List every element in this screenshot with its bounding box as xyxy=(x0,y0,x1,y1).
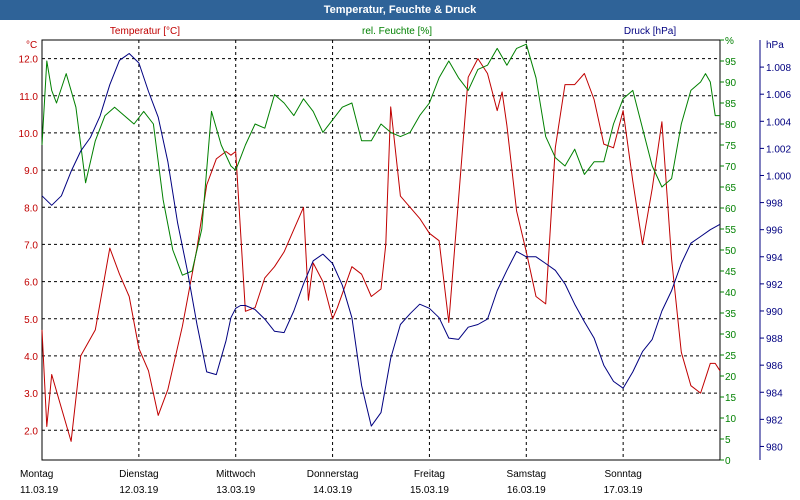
humidity-tick-label: 75 xyxy=(725,141,737,152)
temperature-axis-title: Temperatur [°C] xyxy=(110,26,180,37)
plot-area xyxy=(41,39,721,461)
humidity-tick-label: 5 xyxy=(725,435,731,446)
pressure-tick-label: 992 xyxy=(766,280,783,291)
pressure-tick-label: 1.000 xyxy=(766,171,791,182)
x-tick-day-label: Mittwoch xyxy=(216,469,255,480)
humidity-tick-label: 90 xyxy=(725,78,737,89)
humidity-tick-label: 0 xyxy=(725,456,731,467)
x-tick-date-label: 17.03.19 xyxy=(604,485,643,496)
pressure-tick-label: 1.004 xyxy=(766,117,791,128)
x-tick-day-label: Dienstag xyxy=(119,469,158,480)
humidity-tick-label: 20 xyxy=(725,372,737,383)
pressure-tick-label: 988 xyxy=(766,334,783,345)
humidity-tick-label: 70 xyxy=(725,162,737,173)
humidity-tick-label: 65 xyxy=(725,183,737,194)
temperature-tick-label: 4.0 xyxy=(24,352,38,363)
temperature-tick-label: 7.0 xyxy=(24,240,38,251)
temperature-tick-label: 12.0 xyxy=(19,55,39,66)
pressure-tick-label: 1.006 xyxy=(766,90,791,101)
temperature-tick-label: 9.0 xyxy=(24,166,38,177)
pressure-tick-label: 980 xyxy=(766,442,783,453)
x-tick-date-label: 15.03.19 xyxy=(410,485,449,496)
weather-chart: 2.0 3.0 4.0 5.0 6.0 7.0 8.0 9.0 10.0 11.0 12.0 0 5 1… xyxy=(19,26,792,496)
temperature-axis: 2.0 3.0 4.0 5.0 6.0 7.0 8.0 9.0 10.0 11.0 12.0 xyxy=(19,55,39,438)
pressure-tick-label: 996 xyxy=(766,226,783,237)
humidity-tick-label: 40 xyxy=(725,288,737,299)
humidity-axis-title: rel. Feuchte [%] xyxy=(362,26,432,37)
series-line-pressure xyxy=(41,53,721,427)
pressure-unit-label: hPa xyxy=(766,40,784,51)
humidity-tick-label: 60 xyxy=(725,204,737,215)
humidity-tick-label: % xyxy=(725,36,734,47)
humidity-tick-label: 10 xyxy=(725,414,737,425)
humidity-tick-label: 45 xyxy=(725,267,737,278)
chart-title: Temperatur, Feuchte & Druck xyxy=(0,0,800,20)
temperature-tick-label: 2.0 xyxy=(24,426,38,437)
humidity-tick-label: 50 xyxy=(725,246,737,257)
pressure-tick-label: 1.008 xyxy=(766,63,791,74)
x-tick-date-label: 13.03.19 xyxy=(216,485,255,496)
pressure-tick-label: 994 xyxy=(766,253,783,264)
pressure-tick-label: 986 xyxy=(766,361,783,372)
humidity-tick-label: 95 xyxy=(725,57,737,68)
x-axis: Montag 11.03.19 Dienstag 12.03.19 Mittwoch 13… xyxy=(20,469,643,496)
x-tick-day-label: Donnerstag xyxy=(307,469,359,480)
humidity-tick-label: 25 xyxy=(725,351,737,362)
x-tick-day-label: Sonntag xyxy=(605,469,642,480)
pressure-axis: 980 982 984 986 988 990 992 994 996 998 1.000 1.002… xyxy=(759,40,791,460)
pressure-tick-label: 984 xyxy=(766,388,783,399)
temperature-unit-label: °C xyxy=(26,40,37,51)
humidity-axis: 0 5 10 15 20 25 30 35 40 45 50 55 60 65 70 75 80 85 90 95% xyxy=(720,36,737,467)
x-tick-date-label: 11.03.19 xyxy=(20,485,59,496)
x-tick-day-label: Montag xyxy=(20,469,53,480)
humidity-tick-label: 15 xyxy=(725,393,737,404)
pressure-tick-label: 982 xyxy=(766,415,783,426)
humidity-tick-label: 55 xyxy=(725,225,737,236)
series-line-temperature xyxy=(41,58,721,442)
humidity-tick-label: 35 xyxy=(725,309,737,320)
series-line-humidity xyxy=(41,43,720,276)
pressure-axis-title: Druck [hPa] xyxy=(624,26,676,37)
temperature-tick-label: 6.0 xyxy=(24,278,38,289)
x-tick-date-label: 14.03.19 xyxy=(313,485,352,496)
temperature-tick-label: 3.0 xyxy=(24,389,38,400)
pressure-tick-label: 990 xyxy=(766,307,783,318)
temperature-tick-label: 5.0 xyxy=(24,315,38,326)
pressure-tick-label: 998 xyxy=(766,199,783,210)
pressure-tick-label: 1.002 xyxy=(766,144,791,155)
series-layer xyxy=(41,43,721,442)
humidity-tick-label: 30 xyxy=(725,330,737,341)
temperature-tick-label: 8.0 xyxy=(24,203,38,214)
humidity-tick-label: 80 xyxy=(725,120,737,131)
humidity-tick-label: 85 xyxy=(725,99,737,110)
x-tick-date-label: 12.03.19 xyxy=(119,485,158,496)
temperature-tick-label: 11.0 xyxy=(19,92,38,103)
x-tick-day-label: Freitag xyxy=(414,469,445,480)
x-tick-date-label: 16.03.19 xyxy=(507,485,546,496)
temperature-tick-label: 10.0 xyxy=(19,129,39,140)
x-tick-day-label: Samstag xyxy=(507,469,546,480)
